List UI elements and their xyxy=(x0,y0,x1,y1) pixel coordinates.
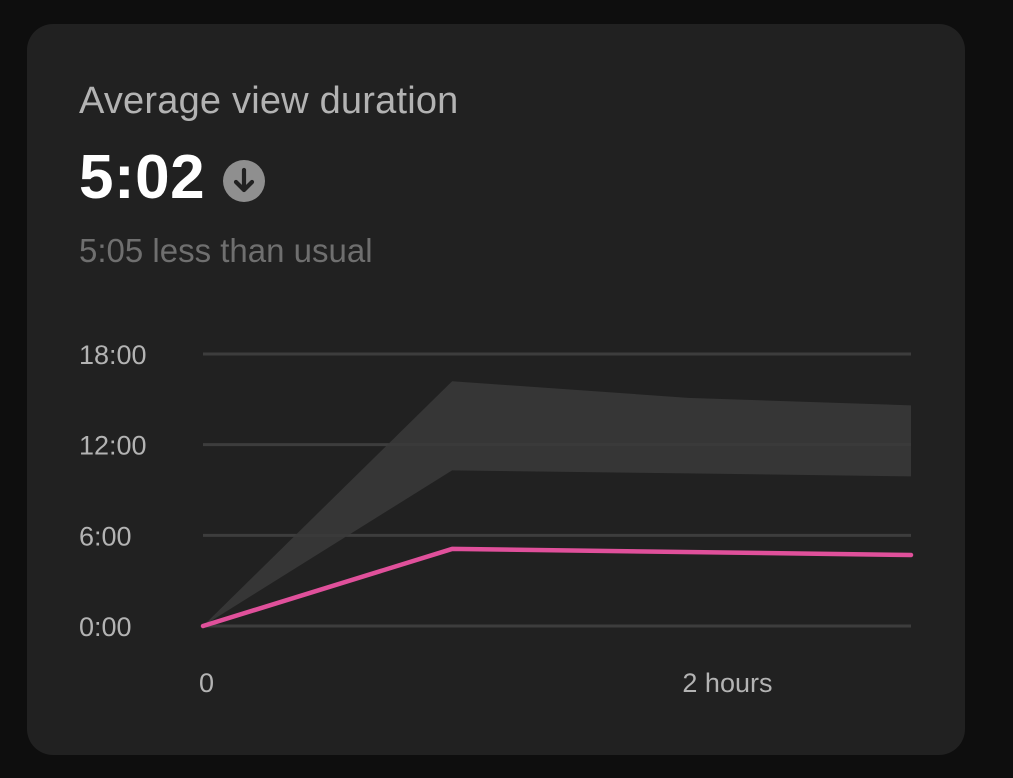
x-axis-ticks: 0 2 hours xyxy=(199,668,772,698)
x-tick-label: 0 xyxy=(199,668,214,698)
card-title: Average view duration xyxy=(79,80,459,122)
average-view-duration-card[interactable]: Average view duration 5:02 5:05 less tha… xyxy=(27,24,965,755)
x-tick-label: 2 hours xyxy=(682,668,772,698)
metric-value: 5:02 xyxy=(79,143,206,212)
typical-range-band xyxy=(203,381,911,626)
view-duration-chart: 0:00 6:00 12:00 18:00 0 2 hours xyxy=(79,340,914,698)
y-tick-label: 0:00 xyxy=(79,612,132,642)
series-line xyxy=(200,546,914,629)
y-axis-ticks: 0:00 6:00 12:00 18:00 xyxy=(79,340,147,642)
metric-row: 5:02 xyxy=(79,142,266,213)
comparison-text: 5:05 less than usual xyxy=(79,232,373,269)
y-tick-label: 12:00 xyxy=(79,431,147,461)
typical-range-band-layer xyxy=(203,381,911,626)
arrow-down-circle-icon xyxy=(223,159,266,202)
series-layer xyxy=(200,546,914,629)
y-tick-label: 6:00 xyxy=(79,521,132,551)
y-tick-label: 18:00 xyxy=(79,340,147,370)
